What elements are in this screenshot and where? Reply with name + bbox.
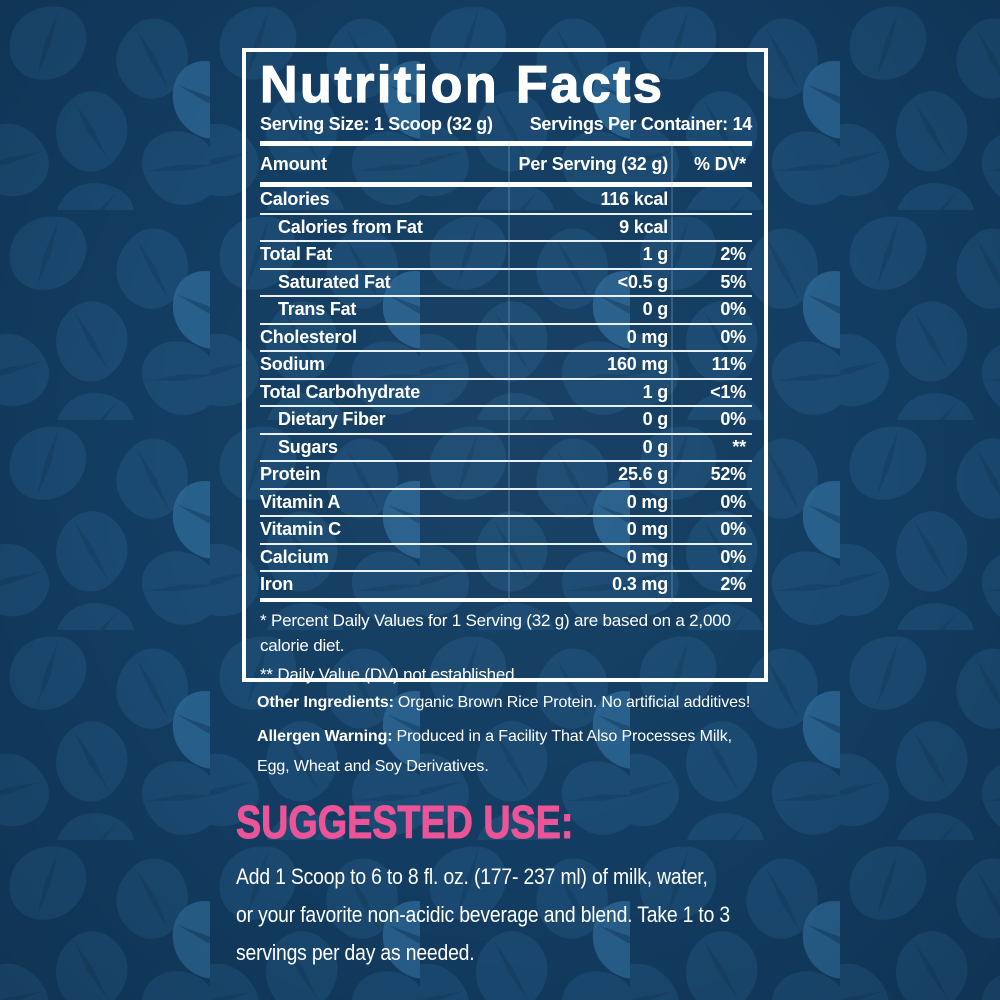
column-divider	[671, 141, 673, 602]
nutrient-value: 0 mg	[626, 546, 668, 567]
nutrient-value: 116 kcal	[600, 189, 669, 210]
nutrient-row: Iron 0.3 mg 2%	[260, 572, 752, 598]
footnotes: * Percent Daily Values for 1 Serving (32…	[260, 608, 752, 687]
nutrient-dv: 0%	[720, 491, 746, 512]
nutrient-value: 0 mg	[626, 519, 668, 540]
nutrient-value: 1 g	[642, 381, 669, 402]
nutrient-row: Calories from Fat 9 kcal	[260, 215, 752, 242]
nutrient-dv: <1%	[710, 381, 746, 402]
allergen-warning: Allergen Warning: Produced in a Facility …	[257, 722, 732, 782]
separator-bar	[260, 141, 752, 146]
nutrient-value: 1 g	[642, 244, 669, 265]
other-ingredients: Other Ingredients: Organic Brown Rice Pro…	[257, 688, 750, 718]
nutrient-label: Iron	[260, 574, 294, 595]
nutrient-value: 0 g	[642, 409, 669, 430]
suggested-use-line3: servings per day as needed.	[236, 940, 475, 965]
serving-size: Serving Size: 1 Scoop (32 g)	[260, 114, 493, 134]
nutrient-row: Sodium 160 mg 11%	[260, 352, 752, 380]
nutrient-row: Vitamin A 0 mg 0%	[260, 490, 752, 517]
nutrient-label: Calories	[260, 189, 330, 210]
nutrient-value: 0 g	[642, 299, 669, 320]
column-divider	[508, 141, 510, 602]
separator-bar	[260, 597, 752, 602]
nutrient-label: Sugars	[278, 436, 338, 457]
nutrient-value: 0 mg	[626, 326, 668, 347]
column-header-per-serving: Per Serving (32 g)	[518, 154, 669, 174]
nutrient-dv: 0%	[720, 546, 746, 567]
nutrient-dv: 0%	[720, 299, 746, 320]
nutrient-label: Saturated Fat	[278, 271, 391, 292]
nutrient-label: Protein	[260, 464, 321, 485]
nutrient-value: 0 mg	[626, 491, 668, 512]
footnote-daily-values: * Percent Daily Values for 1 Serving (32…	[260, 610, 731, 655]
nutrient-row: Calcium 0 mg 0%	[260, 545, 752, 572]
allergen-warning-label: Allergen Warning:	[257, 728, 393, 745]
allergen-warning-line1: Produced in a Facility That Also Process…	[396, 728, 733, 745]
nutrient-value: 160 mg	[607, 354, 668, 375]
nutrient-dv: 0%	[720, 409, 746, 430]
nutrient-label: Sodium	[260, 354, 325, 375]
nutrient-dv: 2%	[720, 244, 746, 265]
nutrient-label: Total Fat	[260, 244, 332, 265]
suggested-use-line2: or your favorite non-acidic beverage and…	[236, 902, 731, 927]
suggested-use-line1: Add 1 Scoop to 6 to 8 fl. oz. (177- 237 …	[236, 864, 708, 889]
nutrient-dv: 5%	[720, 271, 746, 292]
nutrient-row: Calories 116 kcal	[260, 187, 752, 215]
nutrient-value: 25.6 g	[618, 464, 668, 485]
nutrient-row: Total Carbohydrate 1 g <1%	[260, 380, 752, 407]
nutrient-dv: 2%	[720, 574, 746, 595]
servings-per-container: Servings Per Container: 14	[529, 114, 753, 134]
nutrient-value: <0.5 g	[617, 271, 669, 292]
nutrition-facts-panel: Nutrition Facts Serving Size: 1 Scoop (3…	[242, 48, 768, 684]
nutrient-dv: **	[732, 436, 746, 457]
nutrient-row: Cholesterol 0 mg 0%	[260, 325, 752, 352]
separator-bar	[260, 182, 752, 187]
nutrient-dv: 0%	[720, 326, 746, 347]
nutrient-dv: 11%	[711, 354, 747, 375]
suggested-use-text: Add 1 Scoop to 6 to 8 fl. oz. (177- 237 …	[236, 858, 730, 972]
nutrient-row: Sugars 0 g **	[260, 435, 752, 462]
serving-info-row: Serving Size: 1 Scoop (32 g) Servings Pe…	[260, 114, 752, 135]
nutrient-label: Cholesterol	[260, 326, 357, 347]
nutrient-dv: 0%	[720, 519, 746, 540]
other-ingredients-text: Organic Brown Rice Protein. No artificia…	[397, 694, 751, 711]
suggested-use-heading: SUGGESTED USE:	[236, 796, 574, 848]
suggested-use-section: SUGGESTED USE: Add 1 Scoop to 6 to 8 fl.…	[236, 799, 797, 972]
nutrition-table: Amount Per Serving (32 g) % DV* Calories…	[260, 141, 752, 602]
nutrient-label: Calcium	[260, 546, 329, 567]
nutrient-row: Vitamin C 0 mg 0%	[260, 517, 752, 545]
nutrient-value: 0 g	[642, 436, 669, 457]
nutrient-label: Dietary Fiber	[278, 409, 386, 430]
nutrient-dv: 52%	[710, 464, 747, 485]
nutrient-label: Calories from Fat	[278, 216, 423, 237]
nutrient-value: 9 kcal	[619, 216, 668, 237]
nutrition-facts-title: Nutrition Facts	[259, 56, 665, 114]
column-header-dv: % DV*	[693, 154, 746, 174]
nutrient-label: Trans Fat	[278, 299, 357, 320]
nutrient-row: Dietary Fiber 0 g 0%	[260, 407, 752, 435]
allergen-warning-line2: Egg, Wheat and Soy Derivatives.	[257, 758, 489, 775]
nutrient-value: 0.3 mg	[612, 574, 668, 595]
footnote-dv-not-established: ** Daily Value (DV) not established.	[260, 664, 519, 684]
nutrient-row: Trans Fat 0 g 0%	[260, 297, 752, 325]
nutrient-rows: Calories 116 kcal Calories from Fat 9 kc…	[260, 187, 752, 598]
nutrient-label: Vitamin A	[260, 491, 341, 512]
column-header-amount: Amount	[260, 154, 327, 174]
other-ingredients-label: Other Ingredients:	[257, 694, 394, 711]
nutrient-row: Total Fat 1 g 2%	[260, 242, 752, 270]
nutrient-label: Vitamin C	[260, 519, 341, 540]
table-header-row: Amount Per Serving (32 g) % DV*	[260, 152, 752, 177]
nutrient-row: Protein 25.6 g 52%	[260, 462, 752, 490]
nutrient-label: Total Carbohydrate	[260, 381, 421, 402]
nutrient-row: Saturated Fat <0.5 g 5%	[260, 270, 752, 297]
